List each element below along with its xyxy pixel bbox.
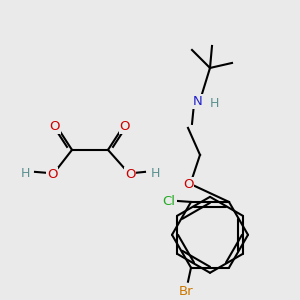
Text: Br: Br (179, 285, 193, 298)
Text: N: N (193, 95, 203, 108)
Text: O: O (183, 178, 193, 191)
Text: O: O (47, 168, 57, 181)
Text: O: O (125, 168, 135, 181)
Text: H: H (20, 167, 30, 180)
Text: H: H (150, 167, 160, 180)
Text: Cl: Cl (163, 195, 176, 208)
Text: H: H (209, 97, 219, 110)
Text: O: O (50, 120, 60, 133)
Text: O: O (120, 120, 130, 133)
